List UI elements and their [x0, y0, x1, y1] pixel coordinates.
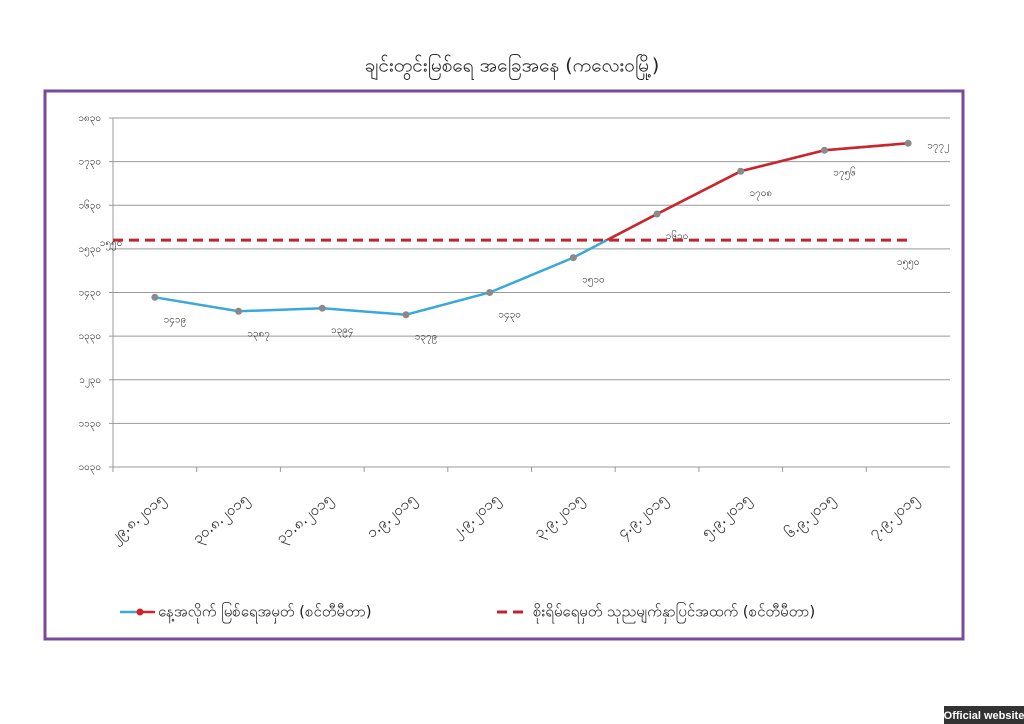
y-tick-label: ၁၈၃၀: [78, 113, 101, 126]
data-point: [235, 307, 243, 315]
y-tick-label: ၁၂၃၀: [79, 375, 101, 388]
y-tick-label: ၁၄၃၀: [79, 288, 102, 301]
data-label: ၁၇၇၂: [927, 140, 949, 153]
y-tick-label: ၁၅၃၀: [79, 244, 102, 257]
data-point: [402, 311, 410, 319]
chart-frame: [43, 89, 965, 641]
watermark: Official website: [944, 710, 1024, 722]
data-point: [318, 304, 326, 312]
y-tick-label: ၁၇၃၀: [79, 157, 102, 170]
legend-label: စိုးရိမ်ရေမှတ် သုညမျက်နှာပြင်အထက် (စင်တီ…: [533, 602, 815, 624]
data-label: ၁၃၈၇: [247, 328, 270, 341]
data-label: ၁၆၁၀: [666, 229, 689, 242]
data-label: ၁၃၉၄: [331, 325, 354, 338]
y-tick-label: ၁၃၃၀: [79, 331, 102, 344]
data-label: ၁၇၀၈: [749, 188, 772, 201]
y-tick-label: ၁၀၃၀: [79, 462, 102, 475]
data-point: [820, 146, 828, 154]
data-point: [486, 289, 494, 296]
data-label: ၁၇၅၆: [833, 165, 856, 180]
data-point: [737, 167, 745, 175]
chart-title: ချင်းတွင်းမြစ်ရေ အခြေအနေ (ကလေးဝမြို့): [365, 53, 660, 81]
y-tick-label: ၁၆၃၀: [79, 198, 102, 213]
data-line-above: [604, 142, 909, 241]
legend-marker: [136, 608, 144, 616]
data-point: [653, 210, 661, 218]
watermark-bg: [944, 706, 1024, 724]
legend-label: နေ့အလိုက် မြစ်ရေအမှတ် (စင်တီမီတာ): [158, 602, 372, 624]
data-point: [904, 139, 912, 147]
threshold-label: ၁၅၅၀: [100, 238, 123, 251]
data-label: ၁၃၇၉: [415, 332, 438, 345]
data-label: ၁၅၁၀: [582, 275, 605, 288]
data-point: [151, 293, 159, 301]
data-point: [569, 254, 577, 262]
data-label: ၁၄၁၉: [164, 314, 187, 327]
threshold-label: ၁၅၅၀: [897, 257, 920, 270]
y-tick-label: ၁၁၃၀: [79, 418, 102, 431]
data-label: ၁၄၃၀: [498, 310, 521, 323]
